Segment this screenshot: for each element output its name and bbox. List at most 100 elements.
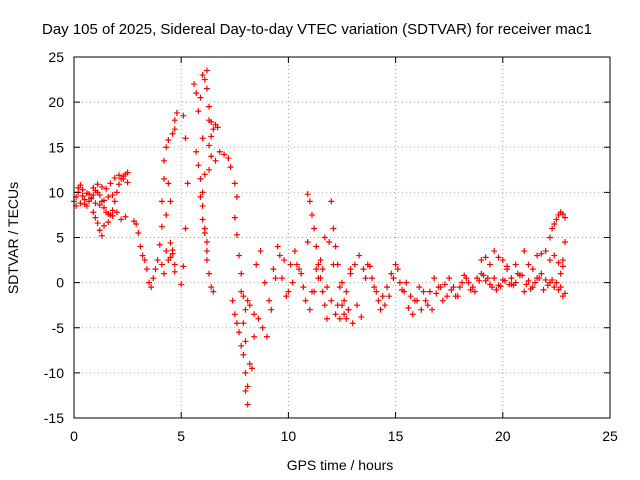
data-point bbox=[375, 297, 382, 304]
data-point bbox=[158, 261, 165, 268]
data-point bbox=[351, 261, 358, 268]
data-point bbox=[139, 252, 146, 259]
data-point bbox=[118, 216, 125, 223]
x-tick-label: 10 bbox=[281, 428, 297, 444]
data-point bbox=[420, 288, 427, 295]
data-point bbox=[373, 288, 380, 295]
data-point bbox=[362, 275, 369, 282]
data-point bbox=[233, 320, 240, 327]
data-point bbox=[154, 257, 161, 264]
data-point bbox=[512, 261, 519, 268]
data-point bbox=[403, 279, 410, 286]
data-point bbox=[272, 275, 279, 282]
data-point bbox=[195, 162, 202, 169]
y-tick-label: 25 bbox=[48, 49, 64, 65]
data-point bbox=[302, 297, 309, 304]
data-point bbox=[199, 189, 206, 196]
data-point bbox=[96, 227, 103, 234]
data-point bbox=[242, 369, 249, 376]
data-point bbox=[315, 261, 322, 268]
data-point bbox=[366, 263, 373, 270]
data-point bbox=[478, 270, 485, 277]
data-point bbox=[203, 85, 210, 92]
data-point bbox=[414, 297, 421, 304]
data-point bbox=[167, 198, 174, 205]
data-point bbox=[201, 171, 208, 178]
data-point bbox=[551, 252, 558, 259]
data-point bbox=[182, 225, 189, 232]
data-point bbox=[210, 126, 217, 133]
data-point bbox=[173, 109, 180, 116]
data-point bbox=[429, 306, 436, 313]
data-point bbox=[553, 279, 560, 286]
data-point bbox=[257, 248, 264, 255]
data-point bbox=[439, 297, 446, 304]
data-point bbox=[371, 284, 378, 291]
data-point bbox=[203, 67, 210, 74]
data-point bbox=[206, 166, 213, 173]
data-point bbox=[107, 180, 114, 187]
data-point bbox=[109, 212, 116, 219]
grid-lines bbox=[74, 57, 610, 418]
data-point bbox=[83, 202, 90, 209]
data-point bbox=[495, 282, 502, 289]
data-point bbox=[169, 250, 176, 257]
data-point bbox=[244, 401, 251, 408]
data-point bbox=[210, 288, 217, 295]
data-point bbox=[388, 270, 395, 277]
chart-title: Day 105 of 2025, Sidereal Day-to-day VTE… bbox=[42, 21, 592, 38]
data-point bbox=[369, 275, 376, 282]
data-point bbox=[540, 286, 547, 293]
data-point bbox=[231, 180, 238, 187]
data-point bbox=[557, 270, 564, 277]
data-point bbox=[276, 252, 283, 259]
data-point bbox=[165, 180, 172, 187]
data-point bbox=[504, 266, 511, 273]
data-point bbox=[319, 288, 326, 295]
data-point bbox=[311, 225, 318, 232]
data-point bbox=[120, 175, 127, 182]
data-point bbox=[499, 276, 506, 283]
data-point bbox=[321, 302, 328, 309]
data-point bbox=[92, 214, 99, 221]
data-point bbox=[306, 198, 313, 205]
data-point bbox=[394, 266, 401, 273]
x-tick-label: 15 bbox=[388, 428, 404, 444]
data-point bbox=[199, 216, 206, 223]
data-point bbox=[343, 315, 350, 322]
data-point bbox=[555, 286, 562, 293]
data-point bbox=[161, 270, 168, 277]
data-point bbox=[96, 192, 103, 199]
data-point bbox=[246, 360, 253, 367]
data-points bbox=[71, 67, 568, 408]
data-point bbox=[341, 297, 348, 304]
data-point bbox=[336, 315, 343, 322]
data-point bbox=[407, 293, 414, 300]
data-point bbox=[197, 175, 204, 182]
data-point bbox=[304, 191, 311, 198]
data-point bbox=[156, 241, 163, 248]
data-point bbox=[122, 213, 129, 220]
data-point bbox=[90, 192, 97, 199]
data-point bbox=[431, 275, 438, 282]
data-point bbox=[529, 266, 536, 273]
data-point bbox=[137, 243, 144, 250]
data-point bbox=[152, 266, 159, 273]
data-point bbox=[298, 270, 305, 277]
data-point bbox=[313, 266, 320, 273]
data-point bbox=[332, 311, 339, 318]
data-point bbox=[549, 225, 556, 232]
y-tick-label: 20 bbox=[48, 94, 64, 110]
data-point bbox=[268, 306, 275, 313]
data-point bbox=[424, 302, 431, 309]
data-point bbox=[111, 174, 118, 181]
data-point bbox=[422, 297, 429, 304]
data-point bbox=[304, 239, 311, 246]
data-point bbox=[499, 257, 506, 264]
data-point bbox=[225, 155, 232, 162]
data-point bbox=[259, 324, 266, 331]
data-point bbox=[238, 342, 245, 349]
data-point bbox=[523, 281, 530, 288]
data-point bbox=[531, 279, 538, 286]
